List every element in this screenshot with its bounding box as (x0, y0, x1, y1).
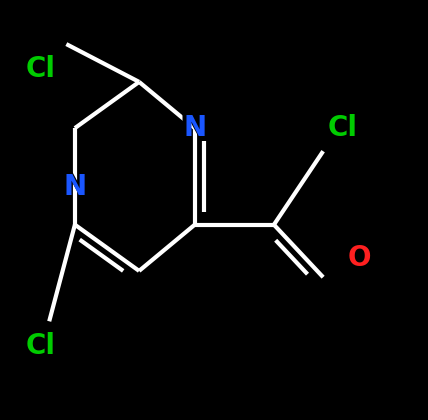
Text: O: O (348, 244, 371, 272)
Text: N: N (63, 173, 86, 201)
Text: Cl: Cl (21, 51, 61, 87)
Text: N: N (59, 169, 91, 205)
Text: N: N (179, 110, 211, 146)
Text: Cl: Cl (327, 114, 357, 142)
Text: Cl: Cl (26, 333, 56, 360)
Text: Cl: Cl (21, 328, 61, 365)
Text: Cl: Cl (322, 110, 363, 146)
Text: Cl: Cl (26, 55, 56, 83)
Text: N: N (183, 114, 206, 142)
Text: O: O (344, 240, 375, 276)
